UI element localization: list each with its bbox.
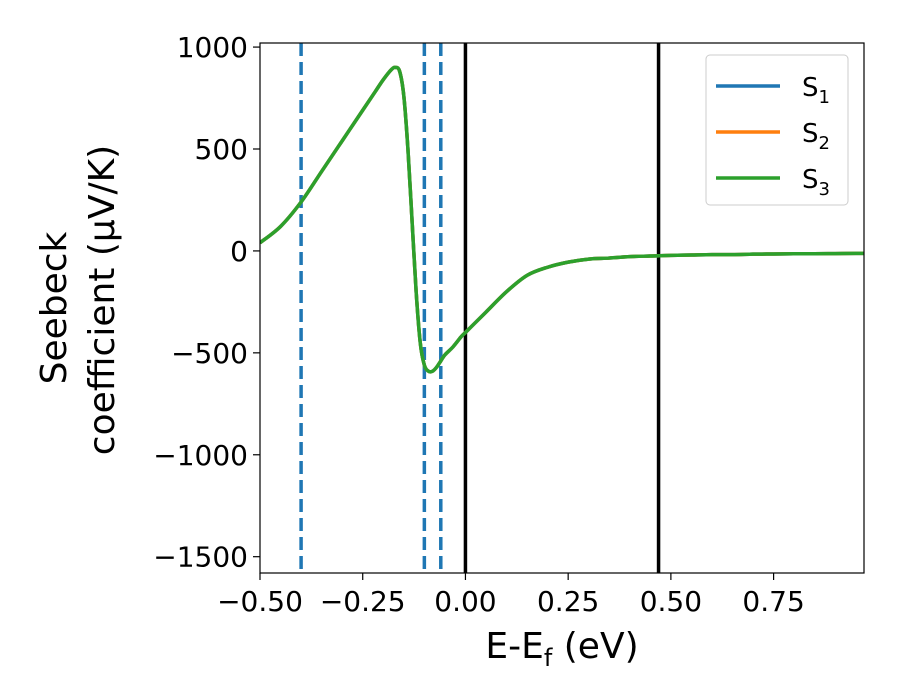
x-tick-label: 0.25 bbox=[537, 585, 599, 618]
x-tick-label: 0.00 bbox=[434, 585, 496, 618]
y-tick-label: 1000 bbox=[177, 31, 248, 64]
x-tick-label: −0.25 bbox=[320, 585, 406, 618]
plot-frame bbox=[259, 42, 865, 574]
legend-label-s2: S2 bbox=[802, 119, 830, 154]
y-tick-label: 500 bbox=[195, 133, 248, 166]
x-tick-label: 0.50 bbox=[640, 585, 702, 618]
y-tick-label: −1000 bbox=[153, 439, 248, 472]
y-tick-label: −1500 bbox=[153, 541, 248, 574]
y-axis-title-line2: coefficient (μV/K) bbox=[82, 145, 123, 455]
x-axis-title: E-Ef (eV) bbox=[485, 626, 638, 672]
series-lines bbox=[260, 65, 864, 374]
legend-box bbox=[705, 54, 849, 206]
x-tick-label: 0.75 bbox=[742, 585, 804, 618]
legend: S1 S2 S3 bbox=[705, 54, 849, 206]
legend-label-s1: S1 bbox=[802, 73, 830, 108]
y-axis-ticks: 1000 500 0 −500 −1000 −1500 bbox=[153, 31, 260, 574]
x-tick-label: −0.50 bbox=[217, 585, 303, 618]
y-axis-title-line1: Seebeck bbox=[34, 231, 75, 384]
reference-lines bbox=[299, 43, 661, 573]
x-axis-ticks: −0.50 −0.25 0.00 0.25 0.50 0.75 bbox=[217, 573, 805, 618]
legend-label-s3: S3 bbox=[802, 165, 830, 200]
y-tick-label: 0 bbox=[230, 235, 248, 268]
series-line-s3 bbox=[260, 65, 864, 374]
y-tick-label: −500 bbox=[171, 337, 248, 370]
